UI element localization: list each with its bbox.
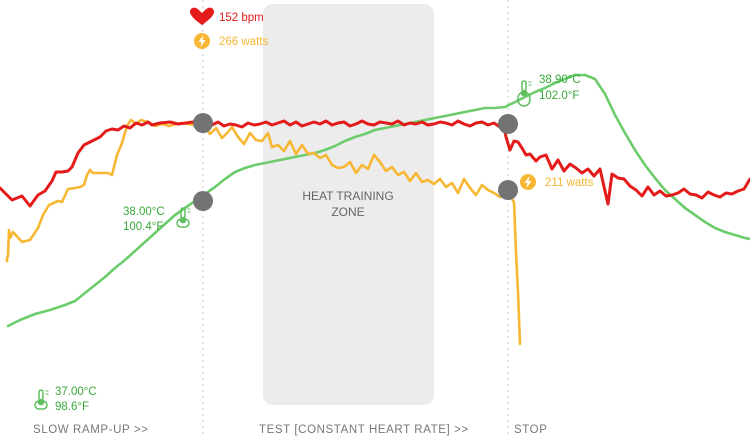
heart-rate-series-line (0, 119, 750, 208)
power-start-annotation: 266 watts (194, 33, 268, 49)
heat-training-zone (263, 4, 434, 405)
power-start-value-text: 266 watts (219, 36, 268, 48)
thermometer-icon (176, 207, 191, 228)
temp-start-celsius: 37.00°C (55, 386, 97, 398)
series-layer (0, 73, 750, 346)
bolt-glyph (198, 35, 206, 47)
hr-annotation: 152 bpm (190, 7, 264, 25)
temp-start-fahrenheit: 98.6°F (55, 401, 89, 413)
power-end-value-text: 211 watts (545, 177, 594, 189)
thermometer-icon (517, 80, 532, 107)
temp-end-annotation: 38.90°C 102.0°F (517, 74, 581, 107)
heart-icon (190, 7, 214, 25)
temp-mid-fahrenheit: 100.4°F (123, 221, 163, 233)
heart-rate-marker-point (193, 113, 213, 133)
thermometer-icon (34, 389, 49, 410)
temp-mid-celsius: 38.00°C (123, 206, 165, 218)
power-series-line (5, 118, 522, 346)
temperature-series-line (6, 73, 750, 328)
power-end-annotation: 211 watts (520, 174, 594, 190)
temp-end-celsius: 38.90°C (539, 74, 581, 86)
phase-label-ramp-up: SLOW RAMP-UP >> (33, 424, 149, 436)
hr-value-text: 152 bpm (219, 12, 264, 24)
marker-layer (193, 113, 518, 211)
temp-start-annotation: 37.00°C 98.6°F (34, 386, 97, 413)
temperature-marker-point (193, 191, 213, 211)
phase-label-test: TEST [CONSTANT HEART RATE] >> (259, 424, 469, 436)
zone-label-line-2: ZONE (331, 205, 364, 219)
bolt-glyph (524, 176, 532, 188)
temp-end-fahrenheit: 102.0°F (539, 90, 579, 102)
heart-rate-marker-point (498, 114, 518, 134)
phase-label-stop: STOP (514, 424, 548, 436)
zone-label-line-1: HEAT TRAINING (302, 189, 393, 203)
power-marker-point (498, 180, 518, 200)
temp-mid-annotation: 38.00°C 100.4°F (123, 206, 191, 233)
